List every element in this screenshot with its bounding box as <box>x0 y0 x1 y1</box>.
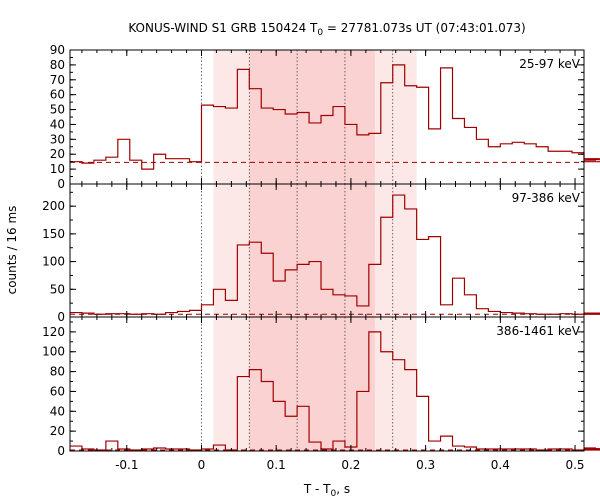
y-tick-label: 70 <box>50 73 65 87</box>
x-tick-label: -0.1 <box>115 458 138 472</box>
panel-2: 0 50 100 150 200 97-386 keV <box>42 183 600 324</box>
y-tick-label: 20 <box>50 147 65 161</box>
y-tick-label: 60 <box>50 88 65 102</box>
y-tick-label: 10 <box>50 162 65 176</box>
count-histogram <box>70 331 600 451</box>
y-axis-label: counts / 16 ms <box>5 206 19 295</box>
y-tick-label: 90 <box>50 43 65 57</box>
energy-band-label: 25-97 keV <box>519 57 581 71</box>
panel-3: 0 20 40 60 80 100 120 386-1461 keV <box>42 316 600 458</box>
x-axis-label: T - T0, s <box>303 482 350 499</box>
y-tick-label: 80 <box>50 58 65 72</box>
y-tick-label: 40 <box>50 404 65 418</box>
energy-band-label: 97-386 keV <box>512 191 581 205</box>
y-tick-label: 20 <box>50 424 65 438</box>
energy-band-label: 386-1461 keV <box>496 324 580 338</box>
y-tick-label: 30 <box>50 132 65 146</box>
dark-interval-band <box>249 50 375 184</box>
x-tick-label: 0.4 <box>491 458 510 472</box>
chart-title: KONUS-WIND S1 GRB 150424 T0 = 27781.073s… <box>128 21 525 38</box>
y-tick-label: 40 <box>50 117 65 131</box>
y-tick-label: 0 <box>57 444 65 458</box>
x-tick-label: 0.3 <box>416 458 435 472</box>
x-tick-label: 0.5 <box>565 458 584 472</box>
y-tick-label: 0 <box>57 310 65 324</box>
y-tick-label: 150 <box>42 227 65 241</box>
y-tick-label: 60 <box>50 384 65 398</box>
x-tick-label: 0.1 <box>267 458 286 472</box>
y-tick-label: 100 <box>42 345 65 359</box>
x-tick-label: 0.2 <box>341 458 360 472</box>
y-tick-label: 0 <box>57 177 65 191</box>
count-histogram <box>70 194 600 315</box>
y-tick-label: 80 <box>50 365 65 379</box>
panel-frame <box>69 316 585 452</box>
count-histogram <box>70 64 600 170</box>
y-tick-label: 50 <box>50 103 65 117</box>
y-tick-label: 200 <box>42 199 65 213</box>
y-tick-label: 100 <box>42 255 65 269</box>
dark-interval-band <box>249 317 375 451</box>
x-tick-label: 0 <box>198 458 206 472</box>
dark-interval-band <box>249 184 375 317</box>
y-tick-label: 50 <box>50 282 65 296</box>
y-tick-label: 120 <box>42 325 65 339</box>
